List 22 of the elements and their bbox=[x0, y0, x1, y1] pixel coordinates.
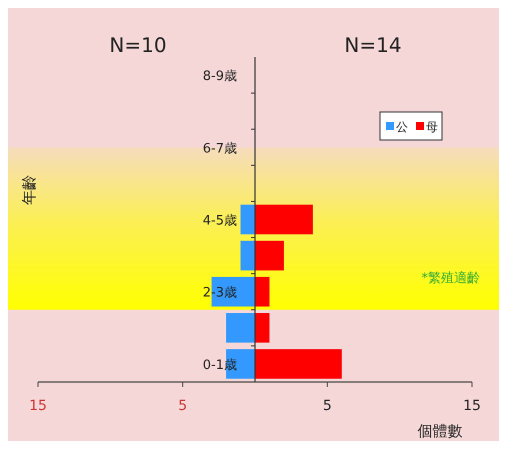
x-tick-label: 15 bbox=[29, 398, 47, 414]
legend-label: 母 bbox=[426, 120, 438, 134]
annotation: N=10 bbox=[109, 33, 167, 57]
bar bbox=[240, 240, 255, 270]
bar bbox=[255, 276, 270, 307]
x-axis-title: 個體數 bbox=[418, 422, 462, 440]
bar bbox=[255, 313, 270, 343]
bar bbox=[240, 204, 255, 234]
x-tick-label: 5 bbox=[178, 398, 188, 414]
x-tick-label: 15 bbox=[463, 398, 481, 414]
y-tick-label: 6-7歳 bbox=[202, 141, 237, 156]
y-tick-label: 8-9歳 bbox=[202, 69, 237, 84]
bar bbox=[255, 349, 342, 379]
bar bbox=[226, 313, 255, 343]
legend-label: 公 bbox=[396, 120, 408, 134]
annotation: N=14 bbox=[344, 33, 402, 57]
bar bbox=[255, 204, 313, 234]
y-axis-title: 年齡 bbox=[20, 175, 38, 205]
bar bbox=[255, 240, 284, 270]
y-tick-label: 4-5歳 bbox=[202, 214, 237, 228]
band-label: *繁殖適齡 bbox=[422, 270, 480, 286]
x-tick-label: 5 bbox=[322, 398, 332, 414]
